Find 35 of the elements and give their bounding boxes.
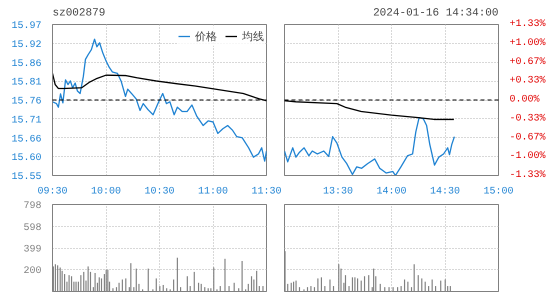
x-tick-label: 10:30 bbox=[144, 186, 175, 198]
chart-title: sz002879 bbox=[52, 8, 106, 20]
text: -0.33% bbox=[510, 113, 546, 124]
x-tick-label: 11:00 bbox=[198, 186, 228, 198]
x-tick-label: 14:30 bbox=[430, 186, 460, 198]
y-tick-label: 15.97 bbox=[11, 21, 42, 32]
text: 2024-01-16 14:34:00 bbox=[373, 8, 498, 20]
x-tick-label: 11:30 bbox=[252, 186, 282, 198]
text: +1.33% bbox=[510, 19, 546, 30]
y-tick-label: 200 bbox=[23, 266, 42, 278]
x-tick-label: 09:30 bbox=[38, 186, 68, 198]
y-tick-label: 15.66 bbox=[11, 134, 42, 146]
text: +1.00% bbox=[510, 38, 546, 49]
y-tick-label: 15.55 bbox=[11, 172, 42, 183]
y-tick-label: 798 bbox=[23, 201, 42, 212]
y-tick-label: 15.86 bbox=[11, 58, 42, 70]
y-tick-label: 598 bbox=[23, 222, 42, 234]
text: +0.67% bbox=[510, 56, 546, 68]
y-tick-label: 15.60 bbox=[11, 153, 42, 164]
x-tick-label: 15:00 bbox=[484, 186, 514, 198]
text: -1.00% bbox=[510, 151, 546, 162]
y-tick-label: 399 bbox=[23, 244, 42, 256]
legend-label: 均线 bbox=[242, 28, 264, 44]
y-tick-label: 15.71 bbox=[11, 115, 42, 126]
legend-label: 价格 bbox=[195, 28, 217, 44]
x-tick-label: 13:30 bbox=[323, 186, 354, 198]
text: 0.00% bbox=[510, 94, 540, 106]
y-tick-label: 15.92 bbox=[11, 40, 42, 51]
x-tick-label: 14:00 bbox=[376, 186, 407, 198]
x-tick-label: 10:00 bbox=[91, 186, 122, 198]
y-tick-label: 15.76 bbox=[11, 96, 42, 108]
y-tick-label: 15.81 bbox=[11, 78, 42, 89]
text: +0.33% bbox=[510, 76, 546, 87]
text: -0.67% bbox=[510, 132, 546, 144]
text: -1.33% bbox=[510, 170, 546, 181]
